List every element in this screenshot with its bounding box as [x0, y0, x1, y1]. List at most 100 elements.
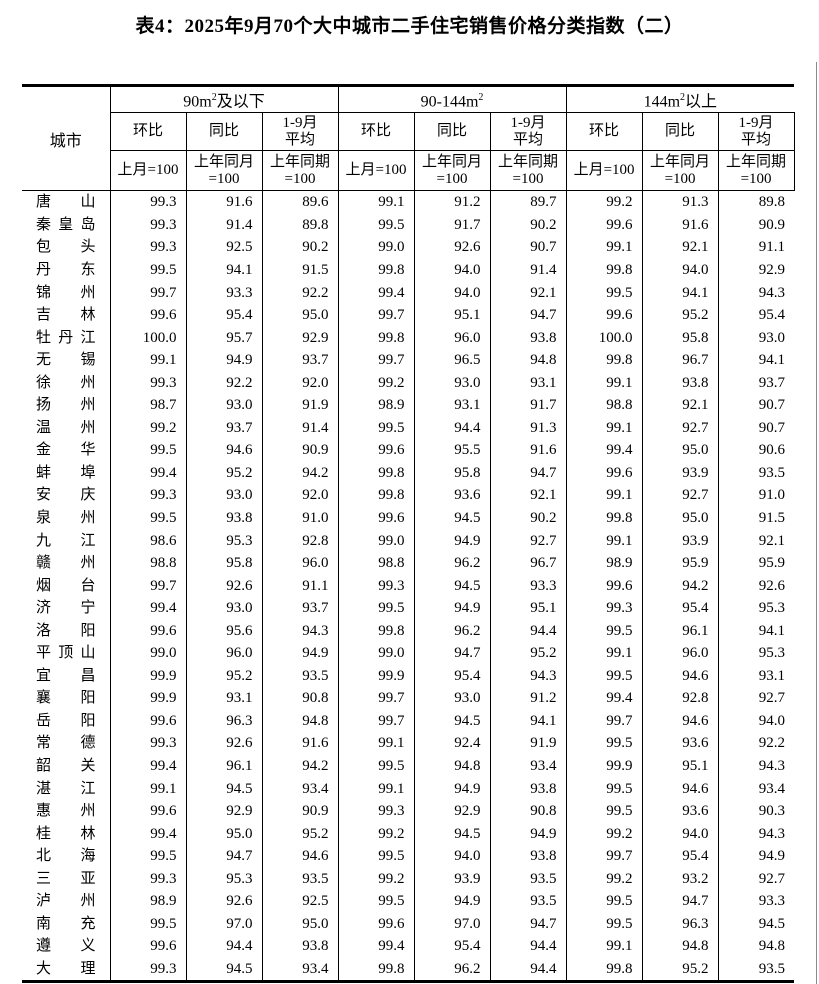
index-value-cell: 96.5 [413, 349, 491, 372]
index-value-cell: 96.7 [489, 552, 567, 575]
index-value-cell: 93.7 [261, 597, 339, 620]
base-header-mom: 上月=100 [337, 150, 415, 192]
index-value-cell: 99.3 [109, 213, 186, 237]
index-value-cell: 94.0 [413, 281, 491, 305]
index-value-cell: 96.7 [641, 349, 719, 372]
city-name: 锦州 [36, 284, 96, 301]
index-value-cell: 94.0 [413, 258, 491, 282]
index-value-cell: 99.1 [337, 777, 415, 801]
index-value-cell: 93.1 [717, 664, 795, 688]
index-value-cell: 95.4 [413, 664, 491, 688]
index-value-cell: 99.5 [565, 800, 643, 823]
index-value-cell: 91.6 [185, 190, 262, 214]
index-value-cell: 92.5 [261, 890, 339, 913]
index-value-cell: 90.2 [489, 213, 567, 237]
index-value-cell: 93.6 [641, 800, 719, 823]
index-value-cell: 94.1 [489, 709, 567, 733]
index-value-cell: 98.9 [337, 394, 415, 417]
index-value-cell: 91.4 [489, 258, 567, 282]
table-row: 襄阳 99.9 93.1 90.8 99.7 93.0 91.2 99.4 92.8 92.7 [22, 687, 795, 710]
index-value-cell: 94.8 [717, 935, 795, 958]
city-name: 九江 [36, 532, 96, 549]
index-value-cell: 99.5 [565, 732, 643, 755]
index-value-cell: 94.1 [717, 349, 795, 372]
index-value-cell: 99.1 [565, 935, 643, 958]
index-value-cell: 91.6 [489, 439, 567, 462]
index-value-cell: 99.0 [337, 236, 415, 259]
index-value-cell: 99.6 [565, 213, 643, 237]
index-value-cell: 98.8 [565, 394, 643, 417]
index-value-cell: 93.8 [489, 845, 567, 868]
base-header-yoy: 上年同月 =100 [413, 150, 491, 192]
index-value-cell: 95.2 [641, 957, 719, 982]
index-value-cell: 91.7 [489, 394, 567, 417]
index-value-cell: 99.6 [109, 619, 186, 643]
index-value-cell: 96.2 [413, 619, 491, 643]
index-value-cell: 99.1 [565, 371, 643, 395]
index-value-cell: 99.4 [565, 439, 643, 462]
index-value-cell: 99.9 [109, 687, 186, 710]
index-value-cell: 91.9 [261, 394, 339, 417]
index-value-cell: 92.1 [489, 484, 567, 507]
superscript: 2 [478, 92, 484, 103]
index-value-cell: 99.3 [109, 957, 186, 982]
index-value-cell: 93.5 [489, 867, 567, 891]
table-row: 泉州 99.5 93.8 91.0 99.6 94.5 90.2 99.8 95.0 91.5 [22, 506, 795, 530]
index-value-cell: 94.3 [717, 822, 795, 846]
table-row: 温州 99.2 93.7 91.4 99.5 94.4 91.3 99.1 92.7 90.7 [22, 416, 795, 440]
index-value-cell: 90.2 [489, 506, 567, 530]
index-value-cell: 93.6 [641, 732, 719, 755]
index-value-cell: 94.8 [489, 349, 567, 372]
index-value-cell: 94.5 [185, 777, 262, 801]
metric-header-avg: 1-9月 平均 [717, 112, 795, 152]
page-title: 表4：2025年9月70个大中城市二手住宅销售价格分类指数（二） [135, 16, 684, 37]
index-value-cell: 94.0 [717, 709, 795, 733]
index-value-cell: 99.2 [337, 822, 415, 846]
index-value-cell: 96.0 [413, 326, 491, 350]
index-value-cell: 96.1 [641, 619, 719, 643]
city-name: 韶关 [36, 758, 96, 774]
index-value-cell: 94.5 [413, 574, 491, 598]
index-value-cell: 99.8 [337, 258, 415, 282]
index-value-cell: 100.0 [109, 326, 186, 350]
index-value-cell: 99.5 [337, 890, 415, 913]
index-value-cell: 93.0 [185, 597, 262, 620]
index-value-cell: 94.6 [261, 845, 339, 868]
index-value-cell: 95.4 [413, 935, 491, 958]
table-body: 唐山 99.3 91.6 89.6 99.1 91.2 89.7 99.2 91.3 89.8 秦皇… [22, 190, 795, 982]
index-value-cell: 99.4 [565, 687, 643, 710]
index-value-cell: 92.9 [185, 800, 262, 823]
index-value-cell: 93.8 [641, 371, 719, 395]
index-value-cell: 93.0 [413, 371, 491, 395]
index-value-cell: 94.9 [717, 845, 795, 868]
index-value-cell: 95.7 [185, 326, 262, 350]
index-value-cell: 95.8 [641, 326, 719, 350]
index-value-cell: 93.5 [261, 664, 339, 688]
index-value-cell: 95.8 [413, 461, 491, 485]
index-value-cell: 98.7 [109, 394, 186, 417]
index-value-cell: 92.2 [185, 371, 262, 395]
base-header-row: 上月=100 上年同月 =100 上年同期 =100 上月=100 上年同月 =100… [22, 150, 795, 192]
index-value-cell: 92.1 [489, 281, 567, 305]
table-row: 常德 99.3 92.6 91.6 99.1 92.4 91.9 99.5 93.6 92.2 [22, 732, 795, 755]
index-value-cell: 95.1 [489, 597, 567, 620]
index-value-cell: 99.7 [109, 574, 186, 598]
index-value-cell: 98.8 [337, 552, 415, 575]
index-value-cell: 99.3 [337, 800, 415, 823]
index-value-cell: 93.4 [261, 777, 339, 801]
index-value-cell: 99.6 [565, 574, 643, 598]
index-value-cell: 93.3 [717, 890, 795, 913]
index-value-cell: 94.3 [261, 619, 339, 643]
base-header-yoy: 上年同月 =100 [185, 150, 262, 192]
index-value-cell: 94.4 [185, 935, 262, 958]
table-header: 城市 90m2及以下 90-144m2 144m2以上 环比 同比 1-9月 平均… [22, 85, 795, 192]
index-value-cell: 92.7 [641, 416, 719, 440]
base-header-mom: 上月=100 [565, 150, 643, 192]
city-name: 吉林 [36, 307, 96, 324]
index-value-cell: 95.4 [641, 597, 719, 620]
index-value-cell: 99.1 [565, 642, 643, 665]
index-value-cell: 93.1 [185, 687, 262, 710]
index-value-cell: 99.6 [565, 304, 643, 327]
city-name: 扬州 [36, 397, 96, 414]
index-value-cell: 93.0 [185, 394, 262, 417]
